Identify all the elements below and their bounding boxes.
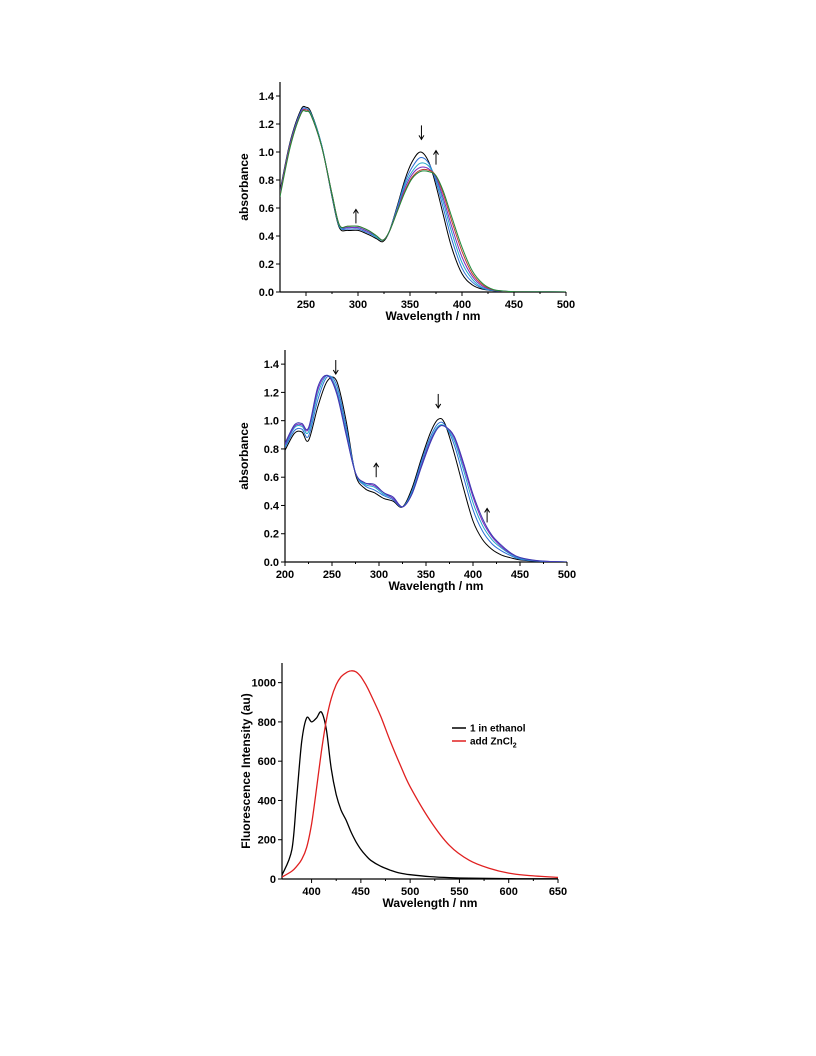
x-tick-label: 600: [500, 886, 518, 898]
x-tick-label: 200: [276, 569, 294, 581]
x-tick-label: 350: [417, 569, 435, 581]
y-tick-label: 0.2: [264, 529, 279, 541]
series-line-3: [285, 374, 567, 562]
y-tick-label: 1.2: [264, 387, 279, 399]
y-tick-label: 1.4: [264, 359, 280, 371]
y-tick-label: 0.0: [259, 287, 274, 299]
plot-area: [280, 105, 566, 292]
x-tick-label: 650: [549, 886, 567, 898]
uv-vis-chart-middle: 200 250 300 350 400 450 500 0.0 0.2 0.4 0.6 0.8 1.0 1…: [237, 350, 576, 593]
y-axis-label: Fluorescence Intensity (au): [239, 693, 253, 848]
x-tick-label: 450: [505, 299, 523, 311]
y-tick-label: 600: [258, 756, 276, 768]
x-tick-label: 450: [352, 886, 370, 898]
annotation-arrow-up: [433, 149, 439, 165]
y-tick-label: 1.4: [259, 91, 275, 103]
x-axis-label: Wavelength / nm: [389, 579, 484, 593]
legend: 1 in ethanol add ZnCl2: [452, 724, 526, 750]
y-tick-label: 0.8: [264, 444, 279, 456]
x-axis-label: Wavelength / nm: [386, 309, 481, 323]
legend-label: 1 in ethanol: [470, 724, 526, 735]
x-tick-label: 400: [453, 299, 471, 311]
annotation-arrow-down: [435, 393, 442, 409]
x-tick-label: 500: [557, 299, 575, 311]
y-tick-label: 0.8: [259, 175, 274, 187]
x-tick-label: 350: [401, 299, 419, 311]
x-tick-label: 550: [450, 886, 468, 898]
y-axis-label: absorbance: [237, 153, 251, 221]
plot-area: [285, 374, 567, 562]
annotation-arrow-down: [418, 125, 425, 141]
annotation-arrow-up: [373, 462, 380, 478]
y-tick-label: 1.0: [259, 147, 274, 159]
x-tick-label: 250: [323, 569, 341, 581]
y-tick-label: 0.4: [264, 500, 280, 512]
series-line-5: [280, 110, 566, 292]
y-tick-label: 0: [270, 874, 276, 886]
series-line-2: [285, 374, 567, 562]
series-line-0: [280, 105, 566, 292]
legend-label: add ZnCl2: [470, 737, 517, 750]
x-tick-label: 400: [464, 569, 482, 581]
fluorescence-chart: 400 450 500 550 600 650 0 200 400 600 800 1000 Wavel…: [239, 663, 567, 910]
x-tick-label: 250: [297, 299, 315, 311]
y-tick-label: 1.2: [259, 119, 274, 131]
x-tick-label: 500: [558, 569, 576, 581]
x-tick-label: 450: [511, 569, 529, 581]
y-tick-label: 800: [258, 717, 276, 729]
x-tick-label: 400: [302, 886, 320, 898]
series-line-0: [285, 376, 567, 562]
plot-area: [282, 670, 558, 879]
annotation-arrow-down: [332, 360, 339, 375]
y-tick-label: 0.6: [264, 472, 279, 484]
y-axis-label: absorbance: [237, 422, 251, 490]
y-tick-label: 0.6: [259, 203, 274, 215]
annotation-arrow-up: [352, 208, 359, 224]
x-axis-label: Wavelength / nm: [383, 896, 478, 910]
uv-vis-chart-top: 250 300 350 400 450 500 0.0 0.2 0.4 0.6 0.8 1.0 1.2 1…: [237, 82, 575, 323]
x-tick-label: 300: [370, 569, 388, 581]
y-tick-label: 0.4: [259, 231, 275, 243]
y-tick-label: 0.2: [259, 259, 274, 271]
y-tick-label: 200: [258, 835, 276, 847]
y-tick-label: 1.0: [264, 416, 279, 428]
series-line-4: [285, 374, 567, 562]
x-tick-label: 500: [401, 886, 419, 898]
y-tick-label: 0.0: [264, 557, 279, 569]
series-line-1: [282, 670, 558, 879]
annotation-arrow-up: [484, 507, 491, 523]
y-tick-label: 1000: [252, 678, 276, 690]
series-line-0: [282, 711, 558, 879]
series-line-1: [285, 375, 567, 562]
y-tick-label: 400: [258, 795, 276, 807]
x-tick-label: 300: [349, 299, 367, 311]
series-line-1: [280, 107, 566, 292]
